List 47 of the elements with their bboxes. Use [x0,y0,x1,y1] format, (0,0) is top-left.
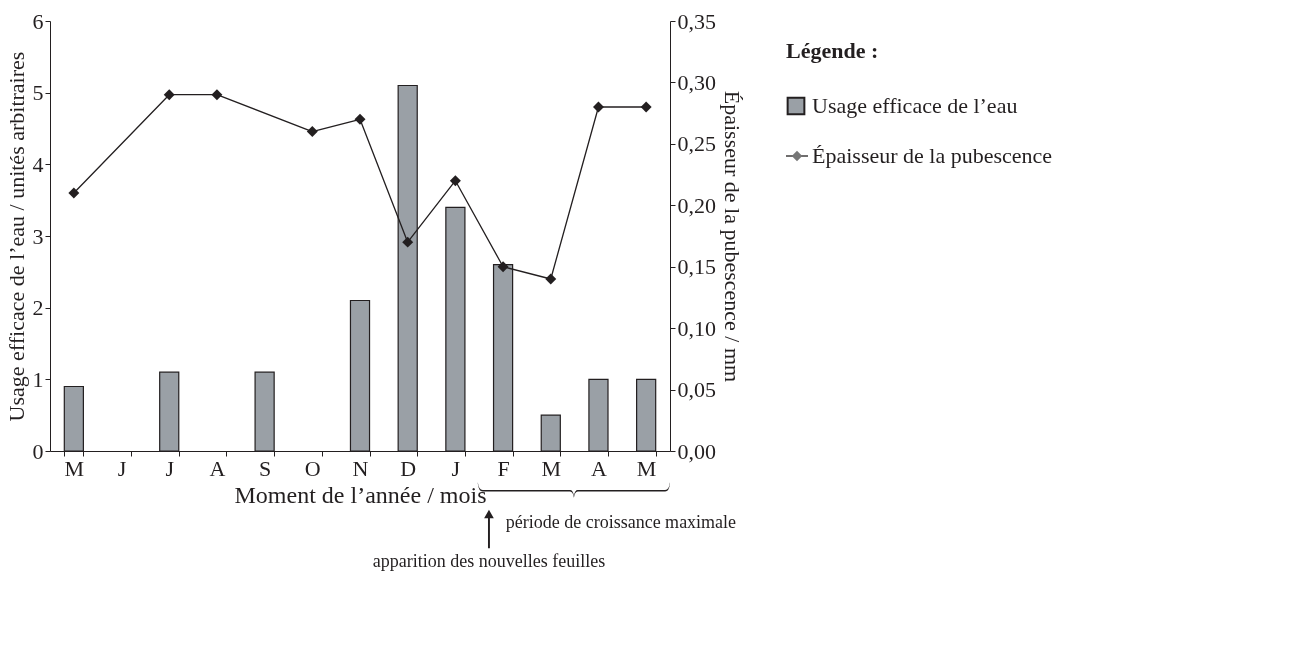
y-tick-label: 3 [32,223,44,249]
y2-tick-label: 0,35 [677,8,716,34]
x-tick-label: F [497,455,510,481]
x-tick-label: M [636,455,657,481]
point [68,187,80,199]
point [354,113,366,125]
point [640,101,652,113]
y2-tick-label: 0,00 [677,438,716,464]
x-tick-label: J [117,455,127,481]
x-tick-label: N [352,455,369,481]
y-tick-label: 1 [32,366,44,392]
y2-tick-label: 0,10 [677,315,716,341]
y2-tick-label: 0,25 [677,131,716,157]
legend-label: Épaisseur de la pubescence [812,143,1053,168]
point [306,126,318,138]
point [402,236,414,248]
y2-axis-title: Épaisseur de la pubescence / mm [720,90,745,383]
y2-tick-label: 0,30 [677,69,716,95]
x-tick-label: M [541,455,562,481]
x-tick-label: D [400,455,417,481]
x-tick-label: S [258,455,272,481]
x-axis-title: Moment de l’année / mois [234,481,487,508]
y-tick-label: 6 [32,8,44,34]
point [592,101,604,113]
y-tick-label: 2 [32,295,44,321]
point [497,261,509,273]
x-tick-label: A [209,455,226,481]
x-tick-label: J [165,455,175,481]
point [545,273,557,285]
y-tick-label: 0 [32,438,44,464]
x-tick-label: J [451,455,461,481]
y-tick-label: 5 [32,80,44,106]
text: période de croissance maximale [505,512,737,532]
legend-title: Légende : [786,38,879,63]
y2-tick-label: 0,15 [677,254,716,280]
text: apparition des nouvelles feuilles [372,551,606,571]
x-tick-label: A [591,455,608,481]
point [449,175,461,187]
x-tick-label: O [304,455,321,481]
y-tick-label: 4 [32,151,44,177]
y2-tick-label: 0,20 [677,192,716,218]
y2-tick-label: 0,05 [677,377,716,403]
point [163,89,175,101]
point [211,89,223,101]
legend-label: Usage efficace de l’eau [812,93,1018,118]
x-tick-label: M [64,455,85,481]
y-axis-title: Usage efficace de l’eau / unités arbitraires [3,51,29,422]
